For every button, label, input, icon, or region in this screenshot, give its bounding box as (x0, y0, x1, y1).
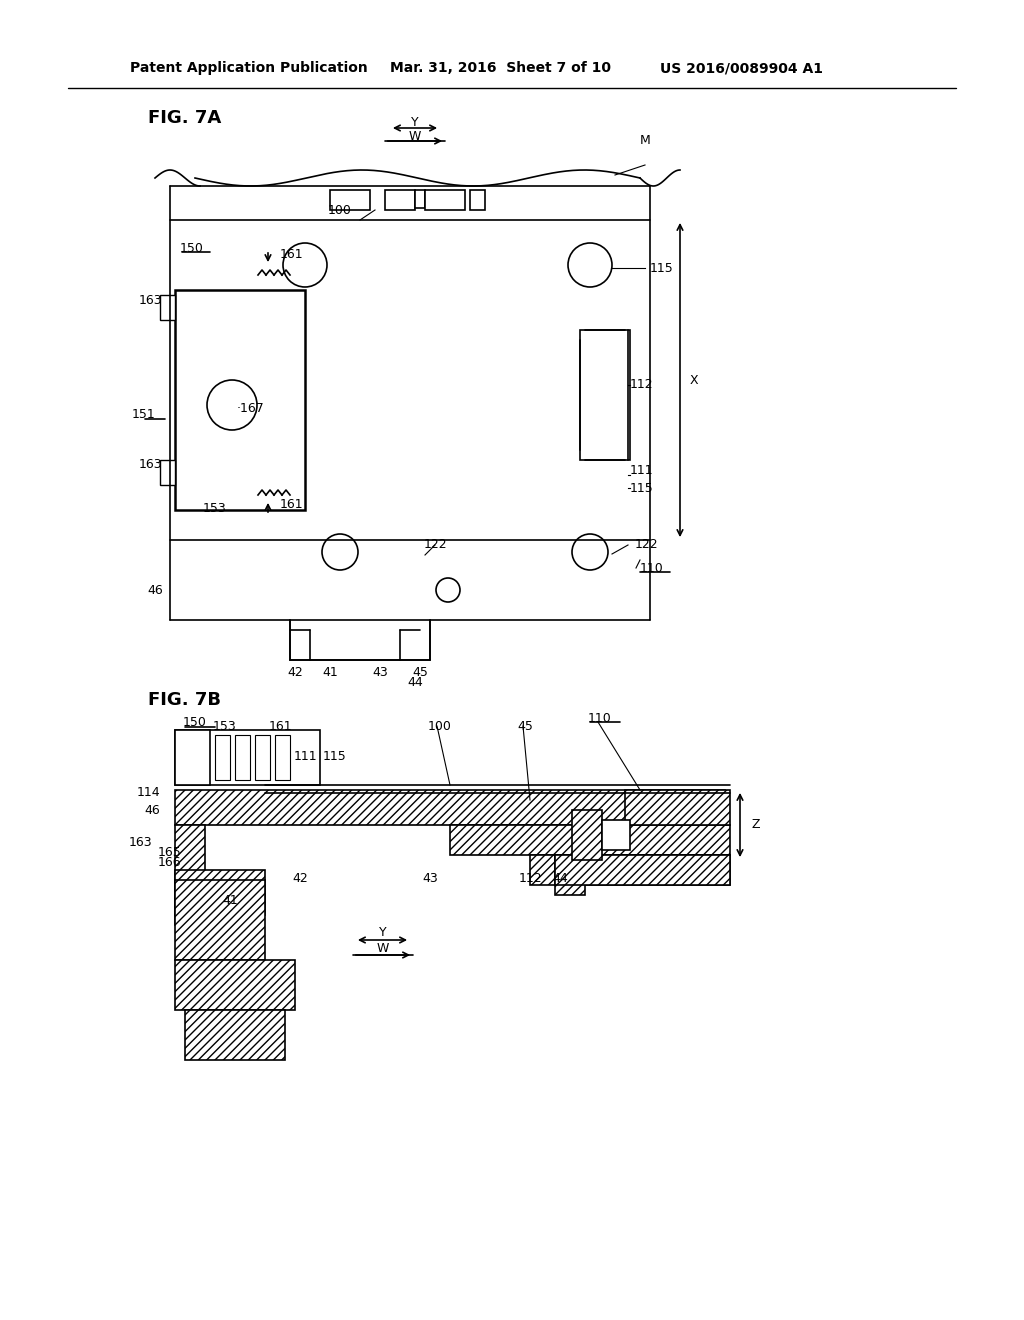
Text: 161: 161 (280, 499, 304, 511)
Bar (555, 855, 585, 895)
Text: 150: 150 (183, 717, 207, 730)
Text: Y: Y (412, 116, 419, 128)
Bar (555, 855, 730, 884)
Text: M: M (640, 133, 650, 147)
Text: 153: 153 (213, 719, 237, 733)
Text: W: W (377, 942, 389, 956)
Text: 42: 42 (287, 665, 303, 678)
Circle shape (572, 535, 608, 570)
Circle shape (207, 380, 257, 430)
Text: 150: 150 (180, 242, 204, 255)
Text: 100: 100 (328, 203, 352, 216)
Bar (234, 735, 250, 780)
Text: 115: 115 (630, 482, 653, 495)
Text: 115: 115 (650, 261, 674, 275)
Text: 161: 161 (268, 719, 292, 733)
Bar (175, 870, 265, 915)
Text: 112: 112 (518, 871, 542, 884)
Text: 44: 44 (552, 871, 568, 884)
Text: 151: 151 (131, 408, 155, 421)
Text: 41: 41 (222, 894, 238, 907)
Bar (470, 190, 485, 210)
Text: Y: Y (379, 927, 387, 940)
Circle shape (322, 535, 358, 570)
Text: 163: 163 (138, 293, 162, 306)
Text: 163: 163 (138, 458, 162, 471)
Bar (175, 730, 319, 785)
Text: FIG. 7B: FIG. 7B (148, 690, 221, 709)
Text: 165: 165 (158, 846, 181, 858)
Bar (175, 960, 295, 1010)
Text: 42: 42 (292, 871, 308, 884)
Text: 163: 163 (128, 836, 152, 849)
Text: 44: 44 (408, 676, 423, 689)
Bar (530, 855, 730, 884)
Bar (625, 789, 730, 825)
Text: US 2016/0089904 A1: US 2016/0089904 A1 (660, 61, 823, 75)
Text: 112: 112 (630, 379, 653, 392)
Text: 110: 110 (588, 711, 612, 725)
Text: 110: 110 (640, 561, 664, 574)
Text: 122: 122 (423, 539, 446, 552)
Bar (330, 190, 370, 210)
Text: 166: 166 (158, 855, 181, 869)
Text: 46: 46 (147, 583, 163, 597)
Text: Mar. 31, 2016  Sheet 7 of 10: Mar. 31, 2016 Sheet 7 of 10 (390, 61, 611, 75)
Bar (160, 294, 175, 319)
Text: 100: 100 (428, 719, 452, 733)
Bar (185, 1010, 285, 1060)
Text: FIG. 7A: FIG. 7A (148, 110, 221, 127)
Text: 45: 45 (412, 665, 428, 678)
Bar (290, 620, 430, 660)
Bar (215, 735, 230, 780)
Text: 115: 115 (324, 750, 347, 763)
Text: 43: 43 (422, 871, 438, 884)
Bar (385, 190, 415, 210)
Text: 43: 43 (372, 665, 388, 678)
Text: 111: 111 (630, 463, 653, 477)
Text: ·167: ·167 (237, 401, 264, 414)
Bar (160, 459, 175, 484)
Circle shape (283, 243, 327, 286)
Bar (572, 810, 602, 861)
Text: 46: 46 (144, 804, 160, 817)
Bar (425, 190, 465, 210)
Bar (602, 820, 630, 850)
Text: 122: 122 (635, 539, 658, 552)
Text: 114: 114 (136, 787, 160, 800)
Text: 153: 153 (203, 502, 227, 515)
Text: 161: 161 (280, 248, 304, 261)
Circle shape (436, 578, 460, 602)
Text: X: X (690, 374, 698, 387)
Text: 45: 45 (517, 719, 532, 733)
Bar (255, 735, 270, 780)
Text: 41: 41 (323, 665, 338, 678)
Text: 111: 111 (293, 750, 316, 763)
Bar (175, 880, 265, 960)
Bar (275, 735, 290, 780)
Bar (175, 825, 205, 925)
Bar (175, 730, 210, 785)
Bar (415, 190, 425, 209)
Circle shape (568, 243, 612, 286)
Text: Patent Application Publication: Patent Application Publication (130, 61, 368, 75)
Bar (175, 789, 725, 825)
Text: Z: Z (752, 818, 761, 832)
Bar (450, 825, 730, 855)
Bar (580, 330, 630, 459)
Bar (175, 290, 305, 510)
Text: W: W (409, 129, 421, 143)
